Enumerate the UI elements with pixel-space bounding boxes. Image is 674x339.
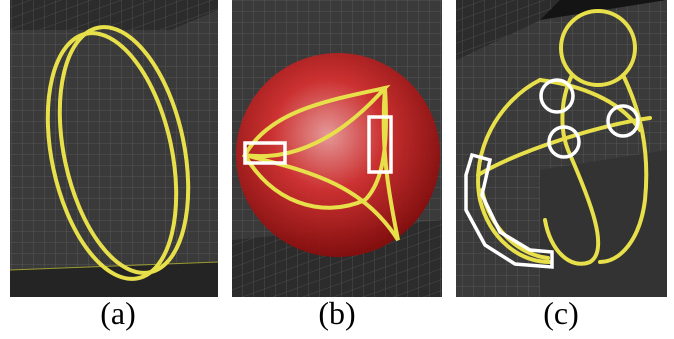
figure: (a) (b) (c) [0,0,674,339]
panel-b [232,0,442,297]
panel-a [10,0,218,297]
panel-label: (b) [318,295,355,331]
panel-c [456,0,667,297]
panel-label: (a) [100,295,136,331]
panel-label: (c) [543,295,579,331]
